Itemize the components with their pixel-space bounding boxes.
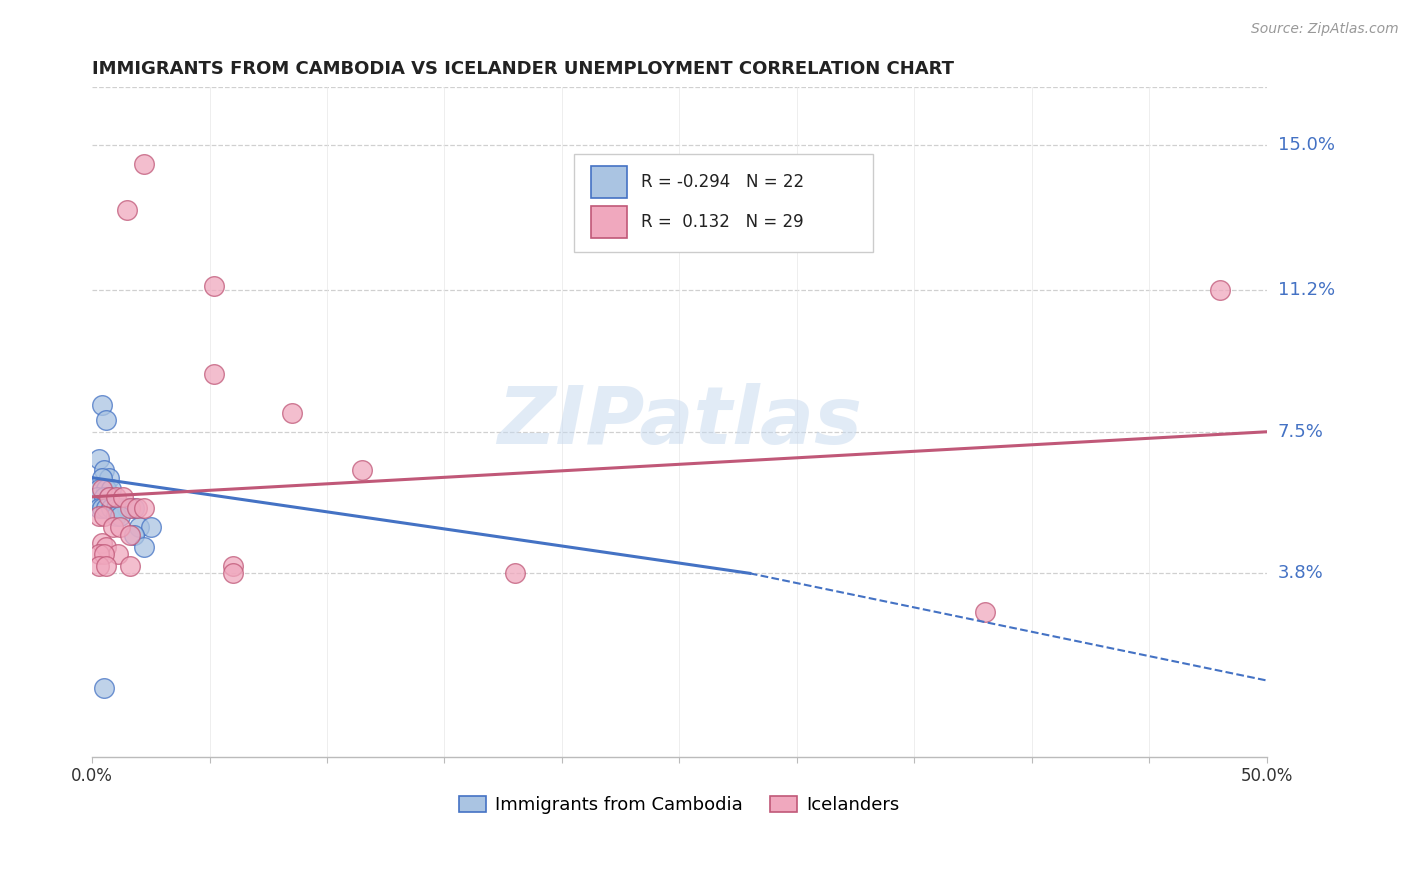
Point [110, 520, 132, 534]
Point [125, 501, 148, 516]
Point [93, 490, 115, 504]
Point [93, 547, 115, 561]
Point [222, 558, 245, 573]
Point [89, 558, 111, 573]
Point [117, 202, 139, 217]
Point [90, 482, 112, 496]
Point [110, 508, 132, 523]
Point [128, 520, 150, 534]
Point [104, 508, 127, 523]
Point [118, 558, 141, 573]
Point [96, 482, 118, 496]
Text: R =  0.132   N = 29: R = 0.132 N = 29 [641, 213, 803, 231]
Point [100, 482, 122, 496]
Text: IMMIGRANTS FROM CAMBODIA VS ICELANDER UNEMPLOYMENT CORRELATION CHART: IMMIGRANTS FROM CAMBODIA VS ICELANDER UN… [93, 60, 955, 78]
Point [97, 490, 120, 504]
Point [89, 508, 111, 523]
Point [222, 566, 245, 581]
Point [110, 501, 132, 516]
FancyBboxPatch shape [574, 154, 873, 252]
Point [89, 547, 111, 561]
Point [96, 540, 118, 554]
FancyBboxPatch shape [592, 166, 627, 198]
Point [124, 501, 146, 516]
Point [96, 558, 118, 573]
Point [132, 157, 155, 171]
Point [124, 528, 146, 542]
Text: 3.8%: 3.8% [1278, 565, 1323, 582]
Point [90, 535, 112, 549]
Point [93, 681, 115, 695]
Point [96, 413, 118, 427]
Point [503, 566, 526, 581]
Text: ZIPatlas: ZIPatlas [496, 384, 862, 461]
Point [118, 501, 141, 516]
Point [90, 471, 112, 485]
Point [281, 406, 304, 420]
Point [89, 451, 111, 466]
Point [89, 501, 111, 516]
Point [104, 490, 127, 504]
Point [117, 501, 139, 516]
Point [96, 501, 118, 516]
Point [107, 547, 129, 561]
Point [103, 520, 125, 534]
Point [202, 279, 225, 293]
Point [139, 520, 162, 534]
Text: 15.0%: 15.0% [1278, 136, 1334, 154]
Text: Source: ZipAtlas.com: Source: ZipAtlas.com [1251, 22, 1399, 37]
Point [1208, 283, 1230, 297]
Point [202, 368, 225, 382]
Point [973, 605, 995, 619]
Point [118, 528, 141, 542]
Point [90, 398, 112, 412]
Text: R = -0.294   N = 22: R = -0.294 N = 22 [641, 173, 804, 191]
Point [89, 482, 111, 496]
Point [352, 463, 374, 477]
Legend: Immigrants from Cambodia, Icelanders: Immigrants from Cambodia, Icelanders [451, 789, 907, 822]
Point [132, 540, 155, 554]
Point [132, 501, 155, 516]
Point [93, 508, 115, 523]
Point [97, 490, 120, 504]
Point [93, 463, 115, 477]
Point [86, 490, 108, 504]
Text: 7.5%: 7.5% [1278, 423, 1323, 441]
Text: 11.2%: 11.2% [1278, 281, 1334, 299]
Point [104, 501, 127, 516]
Point [111, 490, 134, 504]
Point [100, 501, 122, 516]
Point [90, 501, 112, 516]
FancyBboxPatch shape [592, 206, 627, 238]
Point [97, 471, 120, 485]
